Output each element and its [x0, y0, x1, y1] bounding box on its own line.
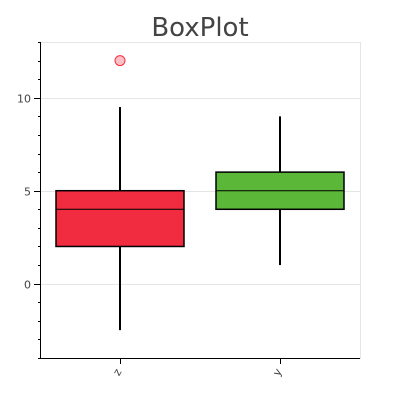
axis-layer: 0 5 10 z y	[17, 42, 360, 378]
box-body	[55, 189, 185, 248]
chart-title: BoxPlot	[151, 13, 248, 43]
y-tick-label: 10	[17, 93, 31, 106]
y-tick-label: 0	[24, 279, 31, 292]
outlier-point	[114, 55, 126, 67]
x-tick-label: z	[110, 366, 124, 378]
y-tick-label: 5	[24, 186, 31, 199]
x-tick-label: y	[270, 366, 285, 379]
box-z	[55, 55, 185, 331]
data-layer	[55, 55, 345, 331]
box-y	[215, 116, 345, 266]
